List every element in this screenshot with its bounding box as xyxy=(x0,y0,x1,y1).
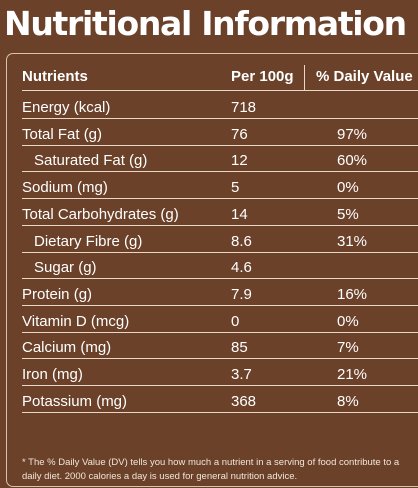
nutrient-per100g: 718 xyxy=(231,99,257,116)
nutrition-table-panel xyxy=(6,53,418,487)
footnote: * The % Daily Value (DV) tells you how m… xyxy=(22,457,400,482)
nutrient-daily-value: 8% xyxy=(337,393,359,410)
nutrient-name: Potassium (mg) xyxy=(22,393,128,410)
header-column-separator xyxy=(304,65,305,90)
nutrient-name: Energy (kcal) xyxy=(22,99,111,116)
row-rule xyxy=(22,198,418,199)
nutrient-name: Dietary Fibre (g) xyxy=(34,233,143,250)
nutrient-daily-value: 60% xyxy=(337,152,368,169)
page-title: Nutritional Information xyxy=(4,4,407,43)
row-rule xyxy=(22,332,418,333)
row-rule xyxy=(22,118,418,119)
header-rule xyxy=(22,90,418,91)
nutrient-per100g: 12 xyxy=(231,152,248,169)
nutrient-daily-value: 97% xyxy=(337,126,368,143)
nutrient-per100g: 368 xyxy=(231,393,257,410)
nutrient-per100g: 85 xyxy=(231,339,248,356)
nutrient-per100g: 14 xyxy=(231,206,248,223)
nutrient-name: Iron (mg) xyxy=(22,366,83,383)
nutrient-name: Sugar (g) xyxy=(34,259,97,276)
row-rule xyxy=(22,252,418,253)
row-rule xyxy=(22,225,418,226)
table-row: Calcium (mg) 85 7% xyxy=(22,337,418,359)
table-row: Saturated Fat (g) 12 60% xyxy=(22,150,418,172)
row-rule xyxy=(22,145,418,146)
row-rule xyxy=(22,412,418,413)
table-row: Vitamin D (mcg) 0 0% xyxy=(22,311,418,333)
nutrient-per100g: 3.7 xyxy=(231,366,252,383)
nutrient-per100g: 8.6 xyxy=(231,233,252,250)
table-row: Dietary Fibre (g) 8.6 31% xyxy=(22,231,418,253)
nutrient-name: Saturated Fat (g) xyxy=(34,152,148,169)
header-per100g: Per 100g xyxy=(231,68,294,85)
nutrient-per100g: 4.6 xyxy=(231,259,252,276)
nutrient-daily-value: 21% xyxy=(337,366,368,383)
nutrient-daily-value: 31% xyxy=(337,233,368,250)
row-rule xyxy=(22,278,418,279)
table-row: Total Carbohydrates (g) 14 5% xyxy=(22,204,418,226)
table-row: Protein (g) 7.9 16% xyxy=(22,284,418,306)
table-row: Energy (kcal) 718 xyxy=(22,97,418,119)
table-row: Iron (mg) 3.7 21% xyxy=(22,364,418,386)
row-rule xyxy=(22,305,418,306)
nutrient-name: Sodium (mg) xyxy=(22,179,108,196)
nutrient-daily-value: 0% xyxy=(337,179,359,196)
nutrient-daily-value: 16% xyxy=(337,286,368,303)
nutrient-name: Vitamin D (mcg) xyxy=(22,313,130,330)
nutrient-name: Calcium (mg) xyxy=(22,339,112,356)
table-row: Total Fat (g) 76 97% xyxy=(22,124,418,146)
table-row: Sodium (mg) 5 0% xyxy=(22,177,418,199)
nutrient-per100g: 0 xyxy=(231,313,240,330)
nutrient-name: Total Carbohydrates (g) xyxy=(22,206,179,223)
nutrient-per100g: 76 xyxy=(231,126,248,143)
nutrient-daily-value: 7% xyxy=(337,339,359,356)
header-nutrients: Nutrients xyxy=(22,68,88,85)
table-row: Potassium (mg) 368 8% xyxy=(22,391,418,413)
nutrient-per100g: 5 xyxy=(231,179,240,196)
nutrient-name: Total Fat (g) xyxy=(22,126,103,143)
nutrient-daily-value: 0% xyxy=(337,313,359,330)
nutrient-per100g: 7.9 xyxy=(231,286,252,303)
table-header: Nutrients Per 100g % Daily Value xyxy=(22,66,418,88)
table-row: Sugar (g) 4.6 xyxy=(22,257,418,279)
header-daily-value: % Daily Value xyxy=(316,68,413,85)
nutrient-name: Protein (g) xyxy=(22,286,93,303)
row-rule xyxy=(22,385,418,386)
nutrient-daily-value: 5% xyxy=(337,206,359,223)
row-rule xyxy=(22,171,418,172)
row-rule xyxy=(22,358,418,359)
